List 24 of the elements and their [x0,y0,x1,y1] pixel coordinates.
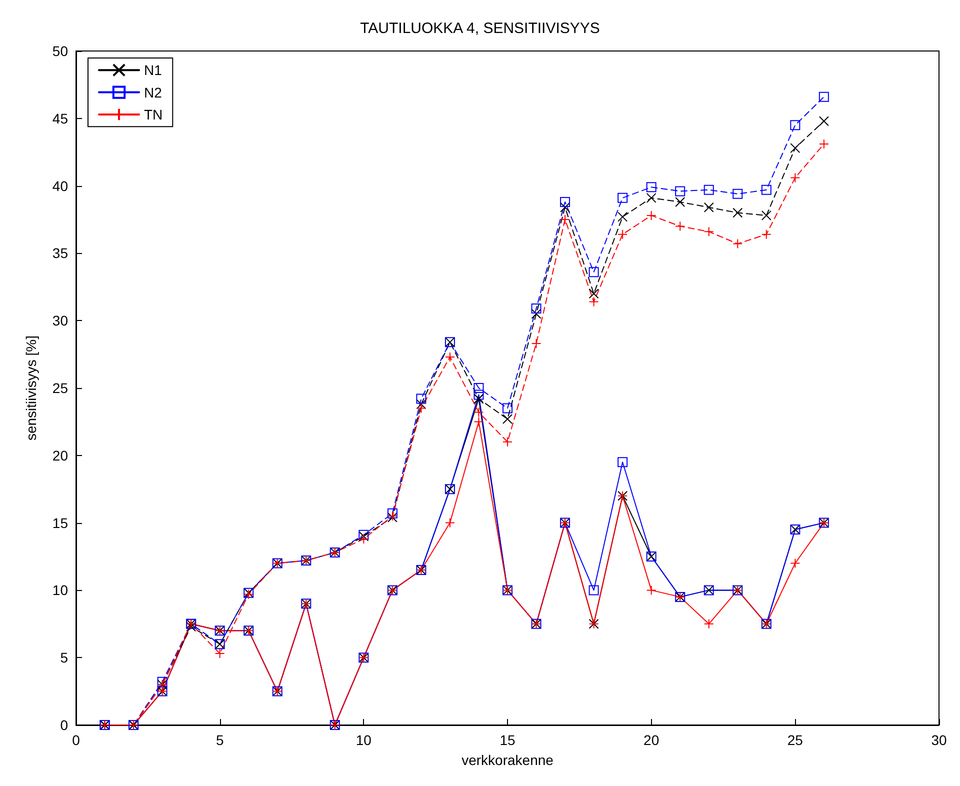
x-tick-label: 0 [72,732,80,748]
y-tick-label: 50 [52,43,68,59]
y-tick-label: 15 [52,514,68,531]
y-tick-label: 30 [52,312,68,329]
x-tick-label: 20 [644,732,660,748]
y-axis-title: sensitiivisyys [%] [23,335,39,441]
legend-label: N2 [144,84,162,100]
chart-title: TAUTILUOKKA 4, SENSITIIVISYYS [360,20,600,37]
x-tick-label: 30 [931,732,947,748]
y-tick-label: 40 [52,178,68,194]
x-tick-label: 10 [356,732,372,748]
y-tick-label: 0 [60,717,68,733]
legend-label: TN [144,106,163,122]
y-tick-label: 20 [52,447,68,464]
x-tick-label: 5 [216,732,224,748]
y-tick-label: 25 [52,380,68,396]
y-tick-label: 35 [52,245,68,262]
x-tick-label: 25 [787,732,804,748]
y-tick-label: 5 [60,650,68,666]
y-tick-label: 45 [52,110,68,126]
x-tick-label: 15 [500,732,516,748]
x-axis-title: verkkorakenne [462,752,554,768]
y-tick-label: 10 [52,582,68,598]
legend-label: N1 [144,62,162,78]
